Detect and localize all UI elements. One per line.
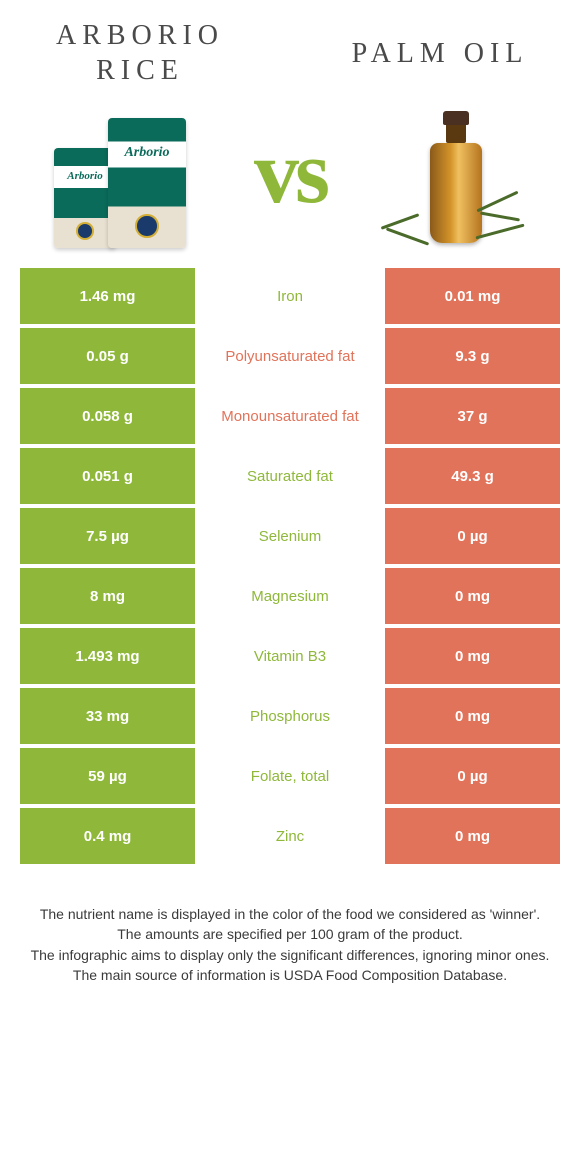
table-row: 0.058 gMonounsaturated fat37 g [20, 388, 560, 444]
right-value-cell: 0.01 mg [385, 268, 560, 324]
table-row: 8 mgMagnesium0 mg [20, 568, 560, 624]
left-value-cell: 0.05 g [20, 328, 195, 384]
right-value-cell: 0 mg [385, 628, 560, 684]
leaf-icon [476, 191, 518, 213]
leaf-icon [480, 212, 520, 222]
nutrient-name-cell: Selenium [195, 508, 385, 564]
nutrient-name-cell: Magnesium [195, 568, 385, 624]
left-title-line2: rice [96, 55, 184, 86]
left-value-cell: 33 mg [20, 688, 195, 744]
right-value-cell: 0 mg [385, 808, 560, 864]
right-food-title: Palm oil [340, 36, 540, 71]
footer-line: The amounts are specified per 100 gram o… [30, 924, 550, 944]
left-value-cell: 0.058 g [20, 388, 195, 444]
leaf-icon [381, 213, 420, 229]
left-value-cell: 0.4 mg [20, 808, 195, 864]
table-row: 0.4 mgZinc0 mg [20, 808, 560, 864]
nutrient-name-cell: Folate, total [195, 748, 385, 804]
nutrient-name-cell: Saturated fat [195, 448, 385, 504]
left-value-cell: 1.493 mg [20, 628, 195, 684]
right-value-cell: 0 µg [385, 508, 560, 564]
table-row: 0.051 gSaturated fat49.3 g [20, 448, 560, 504]
left-value-cell: 1.46 mg [20, 268, 195, 324]
images-row: Arborio Arborio vs [0, 88, 580, 268]
nutrient-name-cell: Polyunsaturated fat [195, 328, 385, 384]
nutrient-name-cell: Phosphorus [195, 688, 385, 744]
footer-line: The infographic aims to display only the… [30, 945, 550, 965]
nutrient-name-cell: Iron [195, 268, 385, 324]
nutrient-name-cell: Vitamin B3 [195, 628, 385, 684]
footer-line: The main source of information is USDA F… [30, 965, 550, 985]
table-row: 33 mgPhosphorus0 mg [20, 688, 560, 744]
table-row: 7.5 µgSelenium0 µg [20, 508, 560, 564]
right-value-cell: 0 mg [385, 688, 560, 744]
left-food-title: Arborio rice [40, 18, 240, 88]
table-row: 1.493 mgVitamin B30 mg [20, 628, 560, 684]
left-value-cell: 0.051 g [20, 448, 195, 504]
right-value-cell: 9.3 g [385, 328, 560, 384]
leaf-icon [386, 227, 429, 245]
right-value-cell: 0 µg [385, 748, 560, 804]
rice-bag-icon: Arborio [108, 118, 186, 248]
oil-bottle-icon [430, 143, 482, 243]
left-value-cell: 8 mg [20, 568, 195, 624]
right-value-cell: 49.3 g [385, 448, 560, 504]
footer-line: The nutrient name is displayed in the co… [30, 904, 550, 924]
header: Arborio rice Palm oil [0, 0, 580, 88]
right-value-cell: 0 mg [385, 568, 560, 624]
leaf-icon [475, 224, 524, 240]
nutrient-comparison-table: 1.46 mgIron0.01 mg0.05 gPolyunsaturated … [20, 268, 560, 864]
arborio-rice-image: Arborio Arborio [30, 98, 210, 248]
palm-oil-image [370, 98, 550, 248]
left-value-cell: 7.5 µg [20, 508, 195, 564]
nutrient-name-cell: Monounsaturated fat [195, 388, 385, 444]
vs-label: vs [254, 128, 326, 218]
left-value-cell: 59 µg [20, 748, 195, 804]
footer-notes: The nutrient name is displayed in the co… [0, 904, 580, 985]
left-title-line1: Arborio [56, 20, 224, 51]
table-row: 1.46 mgIron0.01 mg [20, 268, 560, 324]
table-row: 0.05 gPolyunsaturated fat9.3 g [20, 328, 560, 384]
nutrient-name-cell: Zinc [195, 808, 385, 864]
right-value-cell: 37 g [385, 388, 560, 444]
rice-bag-icon: Arborio [54, 148, 116, 248]
table-row: 59 µgFolate, total0 µg [20, 748, 560, 804]
